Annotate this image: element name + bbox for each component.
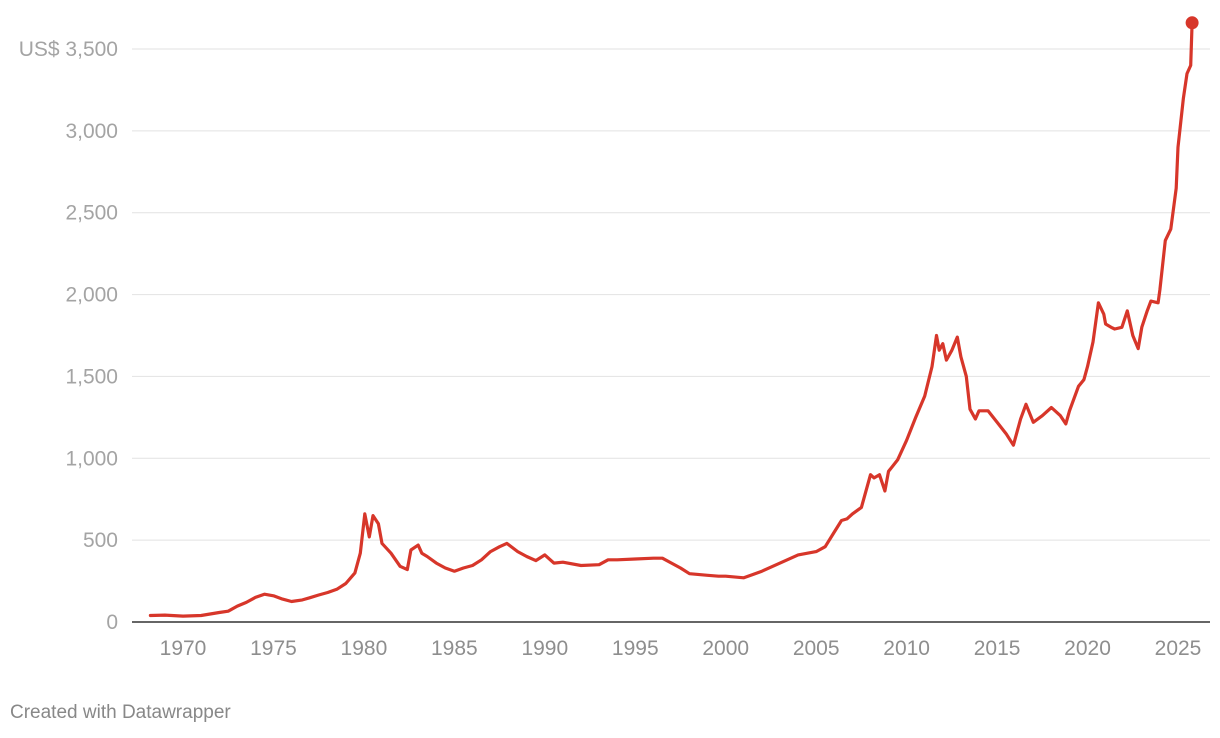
x-tick-label: 1980 xyxy=(341,637,388,660)
gold-price-line xyxy=(148,21,1194,618)
y-tick-label: 3,000 xyxy=(65,120,118,143)
series-layer xyxy=(148,16,1199,618)
x-axis-tick-labels: 1970 1975 1980 1985 1990 1995 2000 2005 2010 2015… xyxy=(160,637,1202,660)
x-tick-label: 1995 xyxy=(612,637,659,660)
grid-layer xyxy=(132,48,1210,623)
y-tick-label: US$ 3,500 xyxy=(19,38,118,61)
x-tick-label: 2010 xyxy=(883,637,930,660)
x-tick-label: 1975 xyxy=(250,637,297,660)
x-tick-label: 2000 xyxy=(702,637,749,660)
latest-value-point xyxy=(1185,16,1199,30)
y-tick-label: 2,000 xyxy=(65,284,118,307)
y-tick-label: 1,500 xyxy=(65,365,118,388)
gold-price-line-chart: 0 500 1,000 1,500 2,000 2,500 3,000 US$ 3,500 1… xyxy=(19,16,1210,660)
y-tick-label: 1,000 xyxy=(65,447,118,470)
datawrapper-credit[interactable]: Created with Datawrapper xyxy=(10,702,231,723)
y-axis-tick-labels: 0 500 1,000 1,500 2,000 2,500 3,000 US$ 3,500 xyxy=(19,38,118,634)
y-tick-label: 500 xyxy=(83,529,118,552)
x-tick-label: 1990 xyxy=(521,637,568,660)
y-tick-label: 0 xyxy=(106,611,118,634)
x-tick-label: 2020 xyxy=(1064,637,1111,660)
x-tick-label: 1970 xyxy=(160,637,207,660)
x-tick-label: 2015 xyxy=(974,637,1021,660)
y-tick-label: 2,500 xyxy=(65,202,118,225)
x-tick-label: 1985 xyxy=(431,637,478,660)
x-tick-label: 2005 xyxy=(793,637,840,660)
x-tick-label: 2025 xyxy=(1155,637,1202,660)
